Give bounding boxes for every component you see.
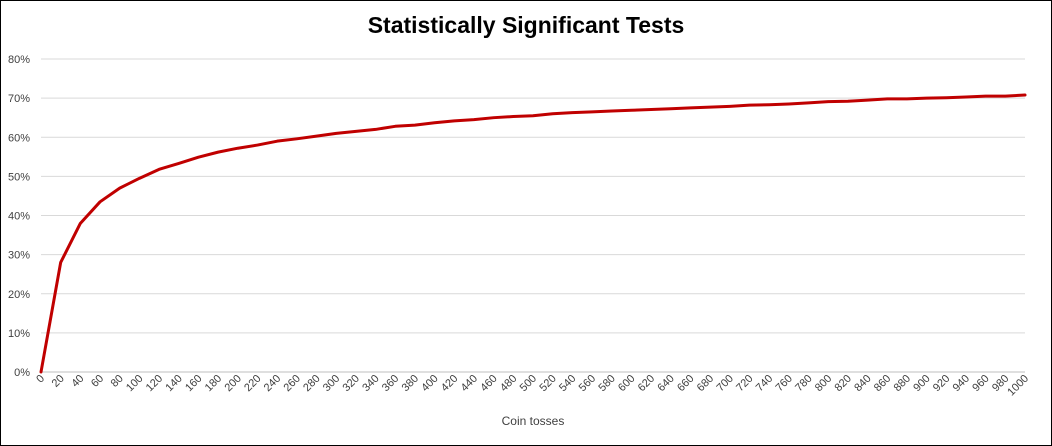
series-line bbox=[39, 93, 1027, 374]
y-tick-label: 70% bbox=[8, 93, 30, 105]
x-tick-label: 160 bbox=[183, 373, 204, 394]
x-tick-label: 780 bbox=[793, 373, 814, 394]
x-tick-label: 220 bbox=[242, 373, 263, 394]
x-tick-label: 320 bbox=[341, 373, 362, 394]
y-tick-label: 60% bbox=[8, 132, 30, 144]
x-tick-label: 600 bbox=[616, 373, 637, 394]
x-tick-label: 20 bbox=[50, 373, 67, 390]
x-tick-label: 560 bbox=[577, 373, 598, 394]
x-tick-label: 240 bbox=[262, 373, 283, 394]
x-tick-label: 260 bbox=[281, 373, 302, 394]
x-tick-label: 380 bbox=[400, 373, 421, 394]
x-tick-label: 480 bbox=[498, 373, 519, 394]
x-tick-label: 640 bbox=[655, 373, 676, 394]
x-tick-label: 620 bbox=[636, 373, 657, 394]
x-tick-label: 660 bbox=[675, 373, 696, 394]
x-tick-label: 820 bbox=[833, 373, 854, 394]
y-tick-label: 20% bbox=[8, 289, 30, 301]
x-tick-label: 960 bbox=[970, 373, 991, 394]
x-tick-label: 460 bbox=[478, 373, 499, 394]
x-tick-label: 920 bbox=[931, 373, 952, 394]
x-tick-label: 40 bbox=[69, 373, 86, 390]
x-axis-ticks: 0 20 40 60 801001201401601802002202402602803… bbox=[34, 373, 1031, 399]
y-tick-label: 40% bbox=[8, 211, 30, 223]
x-tick-label: 720 bbox=[734, 373, 755, 394]
x-tick-label: 140 bbox=[163, 373, 184, 394]
x-tick-label: 360 bbox=[380, 373, 401, 394]
x-tick-label: 500 bbox=[518, 373, 539, 394]
y-axis-ticks: 0% 10% 20% 30% 40% 50% 60% 70% 80% bbox=[8, 54, 30, 379]
x-tick-label: 900 bbox=[911, 373, 932, 394]
x-tick-label: 200 bbox=[222, 373, 243, 394]
x-tick-label: 400 bbox=[419, 373, 440, 394]
series-group bbox=[39, 93, 1027, 374]
x-tick-label: 700 bbox=[714, 373, 735, 394]
x-tick-label: 340 bbox=[360, 373, 381, 394]
x-axis-title: Coin tosses bbox=[502, 414, 565, 428]
y-tick-label: 30% bbox=[8, 250, 30, 262]
x-tick-label: 800 bbox=[813, 373, 834, 394]
x-tick-label: 180 bbox=[203, 373, 224, 394]
y-tick-label: 0% bbox=[14, 367, 30, 379]
x-tick-label: 860 bbox=[872, 373, 893, 394]
x-tick-label: 680 bbox=[695, 373, 716, 394]
y-tick-label: 10% bbox=[8, 328, 30, 340]
x-tick-label: 840 bbox=[852, 373, 873, 394]
x-tick-label: 420 bbox=[439, 373, 460, 394]
y-tick-label: 50% bbox=[8, 171, 30, 183]
x-tick-label: 1000 bbox=[1005, 373, 1031, 399]
x-tick-label: 940 bbox=[951, 373, 972, 394]
x-tick-label: 440 bbox=[459, 373, 480, 394]
x-tick-label: 80 bbox=[109, 373, 126, 390]
y-tick-label: 80% bbox=[8, 54, 30, 66]
x-tick-label: 580 bbox=[596, 373, 617, 394]
gridlines bbox=[41, 58, 1025, 373]
x-tick-label: 120 bbox=[144, 373, 165, 394]
chart-title: Statistically Significant Tests bbox=[367, 12, 685, 38]
x-tick-label: 520 bbox=[537, 373, 558, 394]
x-tick-label: 540 bbox=[557, 373, 578, 394]
x-tick-label: 0 bbox=[34, 373, 47, 386]
x-tick-label: 760 bbox=[773, 373, 794, 394]
x-tick-label: 280 bbox=[301, 373, 322, 394]
x-tick-label: 300 bbox=[321, 373, 342, 394]
x-tick-label: 740 bbox=[754, 373, 775, 394]
x-tick-label: 100 bbox=[124, 373, 145, 394]
x-tick-label: 880 bbox=[892, 373, 913, 394]
x-tick-label: 60 bbox=[89, 373, 106, 390]
